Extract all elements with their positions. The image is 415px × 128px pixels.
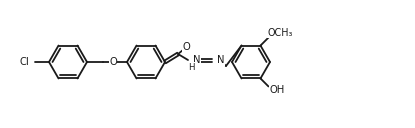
Text: H: H [188, 62, 194, 72]
Text: O: O [109, 57, 117, 67]
Text: OH: OH [270, 86, 285, 95]
Text: OCH₃: OCH₃ [268, 28, 293, 38]
Text: Cl: Cl [19, 57, 29, 67]
Text: N: N [217, 55, 225, 65]
Text: N: N [193, 55, 200, 65]
Text: O: O [182, 42, 190, 52]
